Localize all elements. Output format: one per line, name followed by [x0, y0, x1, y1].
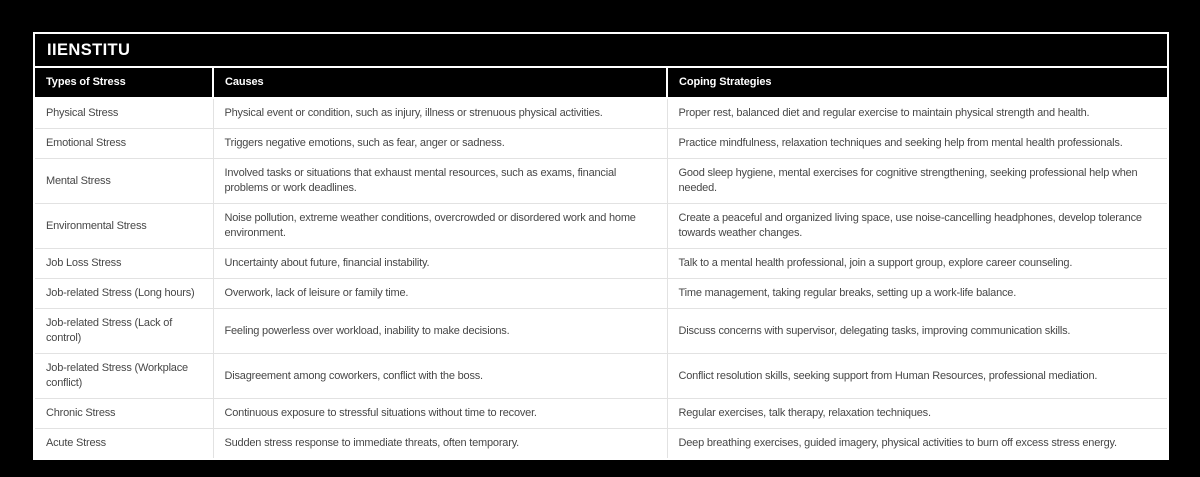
coping-strategy-cell: Regular exercises, talk therapy, relaxat… [666, 398, 1169, 429]
coping-strategy-cell: Proper rest, balanced diet and regular e… [666, 97, 1169, 129]
stress-type-cell: Mental Stress [33, 158, 214, 204]
table-row: Physical Stress Physical event or condit… [33, 97, 1169, 129]
cause-cell: Feeling powerless over workload, inabili… [212, 308, 668, 354]
table-row: Chronic Stress Continuous exposure to st… [33, 398, 1169, 429]
stress-type-cell: Chronic Stress [33, 398, 214, 429]
stress-type-cell: Job-related Stress (Long hours) [33, 278, 214, 309]
cause-cell: Sudden stress response to immediate thre… [212, 428, 668, 460]
cause-cell: Involved tasks or situations that exhaus… [212, 158, 668, 204]
stress-type-cell: Job-related Stress (Workplace conflict) [33, 353, 214, 399]
stress-table-head: IIENSTITU Types of Stress Causes Coping … [33, 32, 1169, 99]
coping-strategy-cell: Time management, taking regular breaks, … [666, 278, 1169, 309]
stress-table: IIENSTITU Types of Stress Causes Coping … [33, 32, 1169, 460]
brand-title: IIENSTITU [33, 32, 1169, 68]
stress-type-cell: Emotional Stress [33, 128, 214, 159]
cause-cell: Overwork, lack of leisure or family time… [212, 278, 668, 309]
table-row: Job-related Stress (Workplace conflict) … [33, 353, 1169, 399]
stress-type-cell: Acute Stress [33, 428, 214, 460]
coping-strategy-cell: Practice mindfulness, relaxation techniq… [666, 128, 1169, 159]
table-row: Job-related Stress (Long hours) Overwork… [33, 278, 1169, 309]
column-header-causes: Causes [212, 66, 668, 99]
stress-table-body: Physical Stress Physical event or condit… [33, 97, 1169, 460]
stress-type-cell: Job Loss Stress [33, 248, 214, 279]
coping-strategy-cell: Deep breathing exercises, guided imagery… [666, 428, 1169, 460]
table-row: Emotional Stress Triggers negative emoti… [33, 128, 1169, 159]
stress-type-cell: Job-related Stress (Lack of control) [33, 308, 214, 354]
coping-strategy-cell: Discuss concerns with supervisor, delega… [666, 308, 1169, 354]
stress-type-cell: Physical Stress [33, 97, 214, 129]
column-header-coping-strategies: Coping Strategies [666, 66, 1169, 99]
coping-strategy-cell: Create a peaceful and organized living s… [666, 203, 1169, 249]
cause-cell: Disagreement among coworkers, conflict w… [212, 353, 668, 399]
cause-cell: Triggers negative emotions, such as fear… [212, 128, 668, 159]
cause-cell: Continuous exposure to stressful situati… [212, 398, 668, 429]
cause-cell: Noise pollution, extreme weather conditi… [212, 203, 668, 249]
stress-table-panel: IIENSTITU Types of Stress Causes Coping … [33, 32, 1169, 460]
cause-cell: Physical event or condition, such as inj… [212, 97, 668, 129]
cause-cell: Uncertainty about future, financial inst… [212, 248, 668, 279]
coping-strategy-cell: Talk to a mental health professional, jo… [666, 248, 1169, 279]
column-header-types-of-stress: Types of Stress [33, 66, 214, 99]
coping-strategy-cell: Conflict resolution skills, seeking supp… [666, 353, 1169, 399]
table-row: Acute Stress Sudden stress response to i… [33, 428, 1169, 460]
column-header-row: Types of Stress Causes Coping Strategies [33, 66, 1169, 99]
brand-row: IIENSTITU [33, 32, 1169, 68]
table-row: Job Loss Stress Uncertainty about future… [33, 248, 1169, 279]
coping-strategy-cell: Good sleep hygiene, mental exercises for… [666, 158, 1169, 204]
table-row: Environmental Stress Noise pollution, ex… [33, 203, 1169, 249]
table-row: Mental Stress Involved tasks or situatio… [33, 158, 1169, 204]
stress-type-cell: Environmental Stress [33, 203, 214, 249]
table-row: Job-related Stress (Lack of control) Fee… [33, 308, 1169, 354]
